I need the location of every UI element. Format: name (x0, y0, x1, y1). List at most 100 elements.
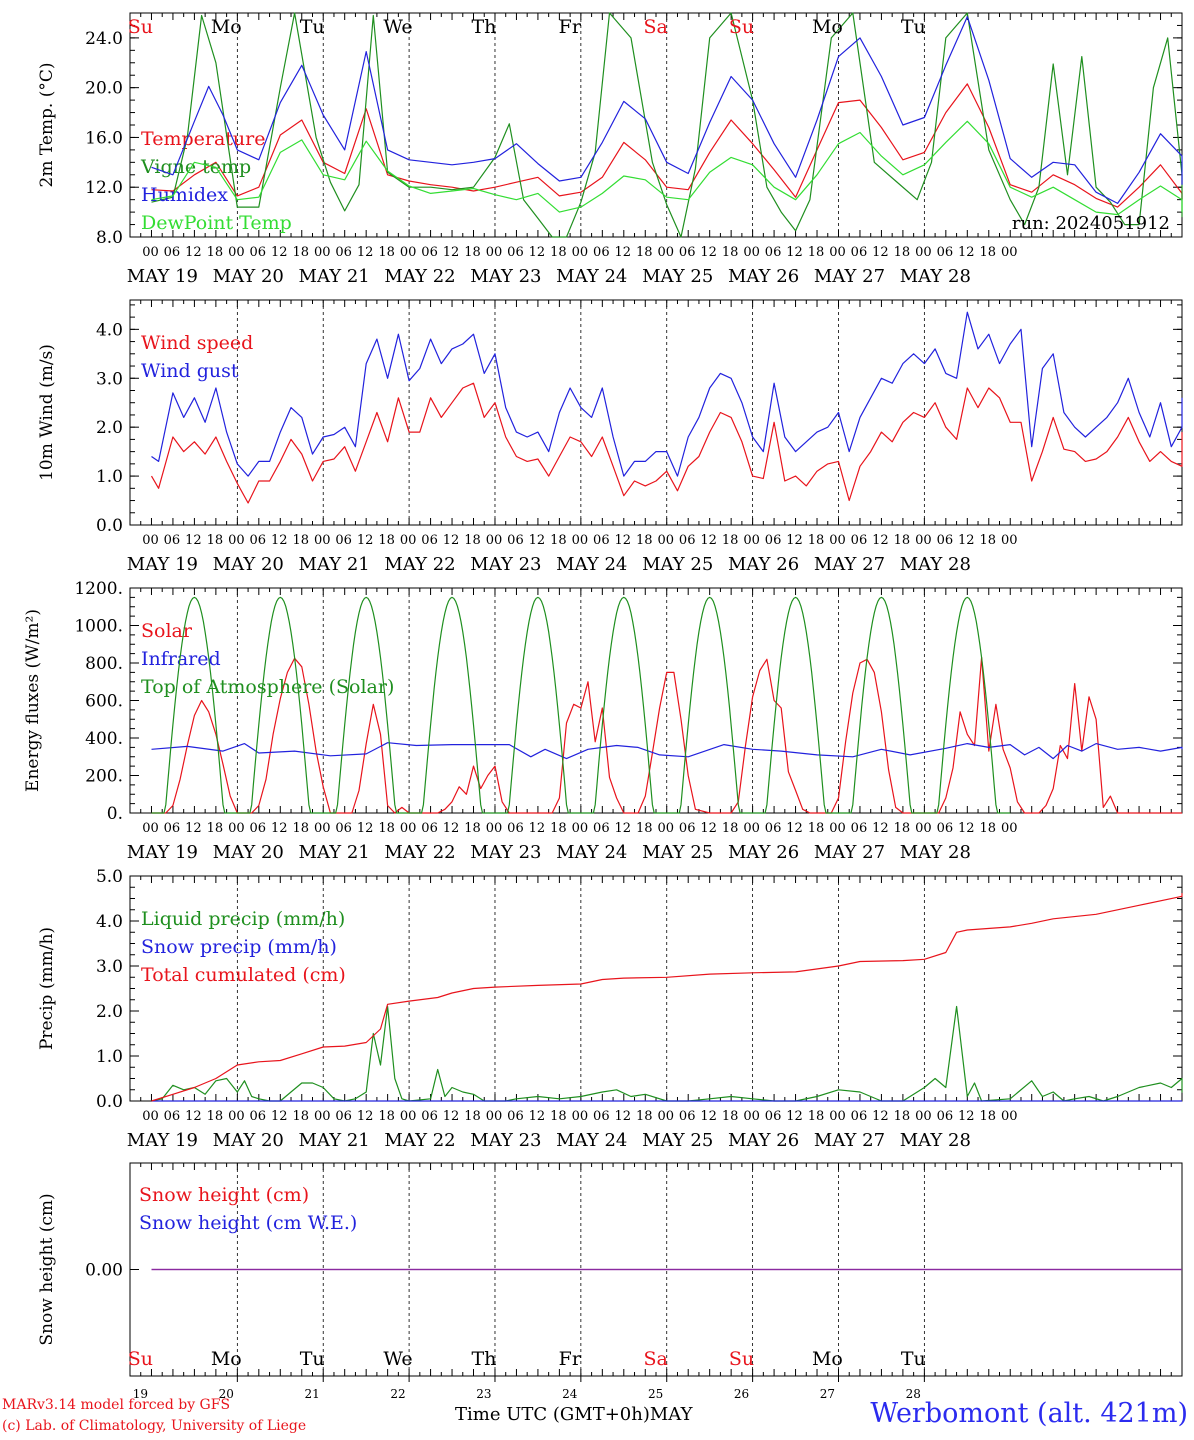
day-abbr-top: Fr (559, 16, 582, 38)
hour-tick-label: 18 (894, 1109, 911, 1124)
x-axis-month: MAY (649, 1404, 693, 1425)
day-number: 27 (820, 1387, 835, 1401)
y-tick-label: 8.0 (96, 228, 123, 248)
day-abbr-bottom: Su (128, 1348, 153, 1370)
hour-tick-label: 12 (786, 821, 803, 836)
hour-tick-label: 18 (292, 1109, 309, 1124)
legend-label: Liquid precip (mm/h) (141, 908, 345, 930)
hour-tick-label: 12 (786, 1109, 803, 1124)
legend-label: Temperature (141, 128, 265, 150)
day-abbr-bottom: We (383, 1348, 412, 1370)
date-label: MAY 23 (470, 554, 541, 575)
hour-tick-label: 00 (572, 821, 589, 836)
hour-tick-label: 18 (464, 533, 481, 548)
y-tick-label: 12.0 (85, 178, 123, 198)
hour-tick-label: 00 (142, 533, 159, 548)
hour-tick-label: 00 (829, 821, 846, 836)
hour-tick-label: 00 (657, 533, 674, 548)
hour-tick-label: 06 (851, 245, 868, 260)
hour-tick-label: 12 (185, 245, 202, 260)
day-number: 23 (476, 1387, 491, 1401)
model-credit: MARv3.14 model forced by GFS (2, 1397, 231, 1413)
hour-tick-label: 06 (507, 533, 524, 548)
day-abbr-bottom: Mo (812, 1348, 843, 1370)
hour-tick-label: 18 (808, 245, 825, 260)
hour-tick-label: 06 (164, 245, 181, 260)
hour-tick-label: 12 (872, 245, 889, 260)
date-label: MAY 21 (299, 554, 370, 575)
day-number: 21 (305, 1387, 320, 1401)
hour-tick-label: 18 (207, 821, 224, 836)
date-label: MAY 27 (814, 1130, 885, 1151)
y-axis-label: Energy fluxes (W/m²) (23, 609, 43, 792)
y-tick-label: 4.0 (96, 320, 123, 340)
date-label: MAY 24 (556, 266, 627, 287)
hour-tick-label: 06 (335, 821, 352, 836)
hour-tick-label: 18 (464, 821, 481, 836)
date-label: MAY 21 (299, 266, 370, 287)
y-tick-label: 20.0 (85, 79, 123, 99)
y-tick-label: 1.0 (96, 1047, 123, 1067)
hour-tick-label: 12 (529, 821, 546, 836)
hour-tick-label: 00 (743, 245, 760, 260)
date-label: MAY 27 (814, 266, 885, 287)
day-number: 24 (562, 1387, 578, 1401)
hour-tick-label: 18 (894, 245, 911, 260)
hour-tick-label: 00 (400, 821, 417, 836)
hour-tick-label: 18 (378, 821, 395, 836)
hour-tick-label: 00 (743, 1109, 760, 1124)
hour-tick-label: 06 (937, 245, 954, 260)
hour-tick-label: 00 (572, 533, 589, 548)
hour-tick-label: 12 (357, 533, 374, 548)
date-label: MAY 28 (900, 266, 971, 287)
hour-tick-label: 18 (808, 533, 825, 548)
day-abbr-top: We (383, 16, 412, 38)
date-label: MAY 21 (299, 842, 370, 863)
day-abbr-top: Sa (644, 16, 668, 38)
hour-tick-label: 06 (335, 533, 352, 548)
hour-tick-label: 12 (700, 821, 717, 836)
hour-tick-label: 12 (958, 533, 975, 548)
hour-tick-label: 18 (808, 821, 825, 836)
hour-tick-label: 12 (271, 245, 288, 260)
day-abbr-bottom: Th (471, 1348, 496, 1370)
hour-tick-label: 00 (572, 1109, 589, 1124)
hour-tick-label: 06 (421, 533, 438, 548)
hour-tick-label: 06 (593, 821, 610, 836)
lab-credit: (c) Lab. of Climatology, University of L… (2, 1418, 307, 1434)
hour-tick-label: 18 (378, 533, 395, 548)
hour-tick-label: 00 (142, 821, 159, 836)
hour-tick-label: 06 (937, 821, 954, 836)
date-label: MAY 23 (470, 1130, 541, 1151)
hour-tick-label: 18 (636, 1109, 653, 1124)
hour-tick-label: 06 (335, 1109, 352, 1124)
hour-tick-label: 00 (486, 1109, 503, 1124)
hour-tick-label: 00 (314, 533, 331, 548)
hour-tick-label: 00 (486, 821, 503, 836)
hour-tick-label: 18 (550, 245, 567, 260)
hour-tick-label: 00 (829, 1109, 846, 1124)
y-tick-label: 3.0 (96, 957, 123, 977)
hour-tick-label: 12 (872, 533, 889, 548)
x-axis-title: Time UTC (GMT+0h)MAY (455, 1404, 692, 1425)
hour-tick-label: 12 (271, 1109, 288, 1124)
hour-tick-label: 00 (1001, 533, 1018, 548)
day-abbr-top: Mo (211, 16, 242, 38)
hour-tick-label: 18 (292, 245, 309, 260)
hour-tick-label: 12 (185, 1109, 202, 1124)
date-label: MAY 28 (900, 842, 971, 863)
day-abbr-bottom: Tu (300, 1348, 325, 1370)
series-line (151, 656, 1182, 814)
date-label: MAY 21 (299, 1130, 370, 1151)
hour-tick-label: 00 (142, 1109, 159, 1124)
hour-tick-label: 06 (507, 821, 524, 836)
hour-tick-label: 00 (657, 821, 674, 836)
date-label: MAY 22 (384, 842, 455, 863)
hour-tick-label: 06 (250, 821, 267, 836)
date-label: MAY 26 (728, 266, 799, 287)
hour-tick-label: 06 (851, 821, 868, 836)
hour-tick-label: 12 (185, 533, 202, 548)
hour-tick-label: 18 (722, 821, 739, 836)
date-label: MAY 26 (728, 842, 799, 863)
hour-tick-label: 18 (207, 1109, 224, 1124)
